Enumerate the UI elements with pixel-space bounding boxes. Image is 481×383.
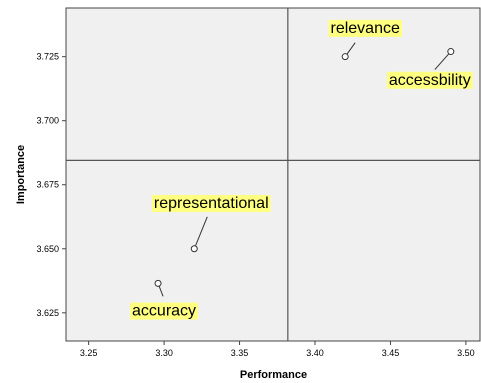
- x-tick-label: 3.25: [80, 348, 98, 358]
- data-points: relevance accessbility representational acc…: [130, 19, 473, 320]
- point-relevance: relevance: [328, 19, 402, 61]
- x-tick-label: 3.45: [382, 348, 400, 358]
- point-marker: [447, 48, 455, 56]
- point-label: accuracy: [132, 303, 196, 320]
- x-axis: 3.25 3.30 3.35 3.40 3.45 3.50: [80, 341, 475, 358]
- point-marker: [341, 53, 349, 61]
- y-tick-label: 3.650: [36, 244, 59, 254]
- y-axis-title: Importance: [15, 145, 27, 204]
- point-label: accessbility: [389, 72, 471, 89]
- y-tick-label: 3.700: [36, 116, 59, 126]
- leader-line: [193, 216, 208, 249]
- leader-line: [434, 51, 452, 70]
- label-background: [386, 71, 473, 89]
- x-tick-label: 3.30: [155, 348, 173, 358]
- x-tick-label: 3.35: [231, 348, 249, 358]
- label-background: [151, 195, 271, 213]
- x-tick-label: 3.50: [457, 348, 475, 358]
- point-label: relevance: [330, 20, 399, 37]
- y-tick-label: 3.675: [36, 180, 59, 190]
- y-tick-label: 3.625: [36, 308, 59, 318]
- point-label: representational: [154, 195, 269, 212]
- plot-area: [65, 7, 481, 342]
- label-background: [328, 19, 402, 37]
- point-accuracy: accuracy: [130, 279, 199, 320]
- label-background: [130, 302, 199, 320]
- x-tick-label: 3.40: [306, 348, 324, 358]
- x-axis-title: Performance: [240, 369, 307, 381]
- point-accessbility: accessbility: [386, 48, 473, 89]
- y-tick-label: 3.725: [36, 52, 59, 62]
- point-marker: [190, 245, 198, 253]
- point-representational: representational: [151, 195, 271, 253]
- y-axis: 3.625 3.650 3.675 3.700 3.725: [36, 52, 66, 318]
- point-marker: [154, 279, 162, 287]
